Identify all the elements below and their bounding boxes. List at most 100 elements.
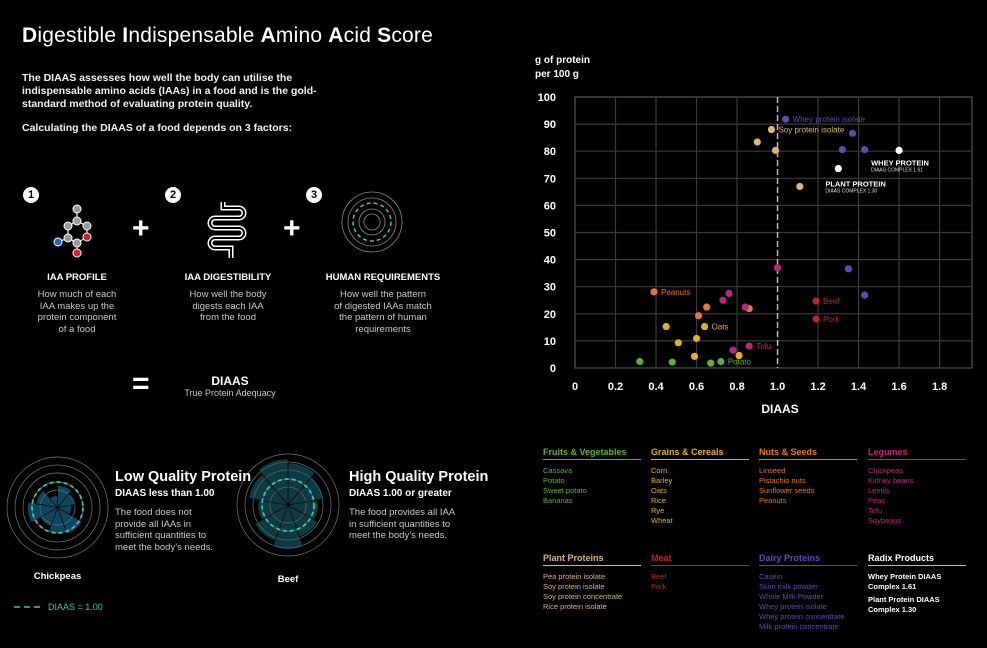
x-tick-label: 1.4 [851,381,867,393]
point-label: Pork [823,315,840,324]
point-label: Oats [712,323,729,332]
result-subtitle: True Protein Adequacy [184,388,276,398]
x-tick-label: 0.6 [689,381,704,393]
legend-item: Soy protein isolate [543,582,605,591]
y-tick-label: 80 [544,146,556,158]
chickpeas-radar-chart [6,456,109,559]
data-point [834,164,842,173]
data-point [812,297,820,305]
legend-category-title: Radix Products [868,553,966,566]
step-2-badge: 2 [165,187,181,203]
factor-title: IAA PROFILE [47,272,107,283]
legend-category: Grains & Cereals Corn Barley Oats Rice Rye Whe… [651,447,749,526]
factor-iaa-profile: IAA PROFILE How much of each IAA makes up… [7,272,147,335]
factor-desc: How well the body digests each IAA from th… [189,289,267,323]
x-tick-label: 0.8 [729,381,744,393]
legend-category: Plant Proteins Pea protein isolate Soy pro… [543,553,641,612]
low-quality-desc: The food does not provide all IAAs in suff… [115,507,214,553]
y-tick-label: 90 [544,119,556,131]
legend-item: Tofu [868,506,883,515]
y-tick-label: 30 [544,282,556,294]
legend-item: Wheat [651,516,673,525]
point-label: Soy protein isolate [778,126,844,135]
legend-item: Cassava [543,466,573,475]
intestine-icon [207,202,247,258]
data-point [694,312,703,320]
point-label: Whey protein isolate [793,115,866,124]
plus-operator: + [132,212,150,245]
diaas-threshold-ring [31,481,84,534]
diaas-result: DIAAS True Protein Adequacy [170,374,290,398]
legend-item: Soybeans [868,516,902,525]
legend-item: Pea protein isolate [543,572,606,581]
step-3-badge: 3 [306,187,322,203]
legend-item: Whey protein concentrate [759,612,845,621]
radar-ring [22,472,93,543]
radar-wedge [56,506,83,535]
data-point [812,315,820,323]
molecule-icon [53,204,92,258]
radar-wedge [287,476,324,506]
legend-item: Casein [759,572,783,581]
legend-item: Potato [543,476,565,485]
legend-category: Radix Products Whey Protein DIAAS Complex… [868,553,966,618]
title-segment: cid [343,24,378,47]
data-point [729,346,737,354]
beef-radar-chart [236,453,340,557]
result-title: DIAAS [211,374,249,388]
data-point [701,322,709,331]
factor-title: IAA DIGESTIBILITY [184,272,272,283]
factor-title: HUMAN REQUIREMENTS [325,272,441,283]
data-point [767,125,776,134]
step-1-badge: 1 [23,187,39,203]
y-tick-label: 10 [544,336,556,348]
target-rings-icon [341,191,403,253]
legend-category-title: Nuts & Seeds [759,447,857,460]
legend-item: Sunflower seeds [759,486,815,495]
radar-ring [6,456,109,559]
point-label: Beef [823,297,840,306]
page-title: Digestible Indispensable Amino Acid Scor… [22,24,433,48]
title-segment: I [122,24,129,47]
plus-operator: + [283,212,301,245]
legend-category-title: Grains & Cereals [651,447,749,460]
title-segment: igestible [37,24,123,47]
point-label: WHEY PROTEIN [871,158,929,167]
x-tick-label: 1.6 [891,381,906,393]
diaas-threshold-ring [261,478,315,532]
radar-wedge [254,504,289,542]
data-point [717,357,725,366]
data-point [650,288,658,296]
y-tick-label: 50 [544,228,556,240]
legend-item: Soy protein concentrate [543,592,623,601]
radar-wedge [49,495,58,509]
title-segment: core [391,24,433,47]
title-segment: mino [275,24,329,47]
data-point [861,145,869,154]
intro-text: The DIAAS assesses how well the body can… [22,72,317,110]
legend-category: Meat Beef Pork [651,553,749,592]
factor-human-requirements: HUMAN REQUIREMENTS How well the pattern o… [313,272,453,335]
x-tick-label: 0.4 [648,381,664,393]
data-point [692,334,701,343]
radar-wedge [272,504,304,550]
y-tick-label: 0 [550,363,556,375]
data-point [707,359,715,367]
equals-operator: = [132,367,150,400]
legend-item: Pork [651,582,667,591]
legend-item: Plant Protein DIAAS Complex 1.30 [868,595,940,614]
legend-label: DIAAS = 1.00 [48,602,103,612]
legend-category-title: Plant Proteins [543,553,641,566]
legend-item: Whole Milk Powder [759,592,824,601]
data-point [838,145,846,154]
radar-wedge [35,490,59,508]
radar-wedge [258,458,289,506]
dashed-line-icon [14,606,42,608]
point-sublabel: DIAAS COMPLEX 1.30 [825,189,877,195]
data-point [668,358,676,366]
y-tick-label: 100 [538,92,556,104]
legend-item: Whey Protein DIAAS Complex 1.61 [868,572,942,591]
legend-item: Chickpeas [868,466,904,475]
factors-intro: Calculating the DIAAS of a food depends … [22,122,293,134]
legend-category: Nuts & Seeds Linseed Pistachio nuts Sunflow… [759,447,857,506]
